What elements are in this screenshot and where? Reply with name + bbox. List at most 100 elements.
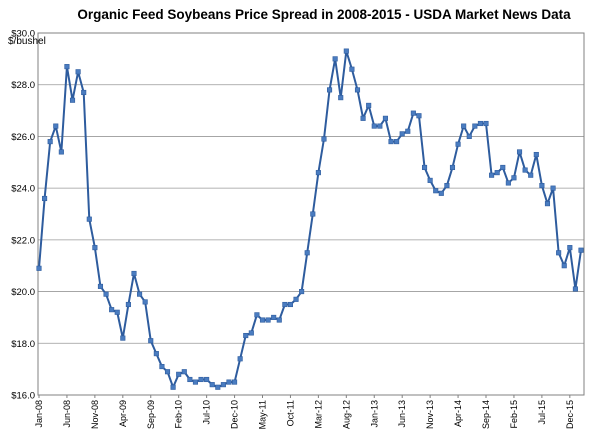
data-point: [53, 123, 59, 129]
data-point: [377, 123, 383, 129]
data-point: [338, 95, 344, 101]
data-point: [58, 149, 64, 155]
data-point: [556, 250, 562, 256]
data-point: [299, 289, 305, 295]
x-tick-label: Sep-09: [146, 400, 156, 429]
data-point: [321, 136, 327, 142]
data-point: [516, 149, 523, 155]
y-axis-unit-label: $/bushel: [8, 36, 46, 47]
data-point: [522, 167, 528, 173]
y-axis-tick-labels: $16.0 $18.0 $20.0 $22.0 $24.0 $26.0 $28.0 $30.0: [11, 29, 35, 402]
data-point: [226, 379, 232, 385]
data-point: [204, 376, 210, 383]
x-tick-label: Feb-15: [509, 400, 519, 429]
data-point: [343, 48, 349, 54]
x-tick-label: Oct-11: [285, 400, 295, 426]
data-point: [148, 338, 154, 344]
data-point: [36, 265, 42, 271]
x-tick-label: Feb-10: [174, 400, 184, 429]
y-tick-label: $20.0: [11, 287, 35, 298]
x-tick-label: Jul-10: [202, 400, 212, 425]
data-point: [410, 110, 416, 116]
y-tick-label: $26.0: [11, 132, 35, 143]
data-point: [360, 115, 366, 121]
data-point: [578, 247, 584, 253]
data-point: [539, 183, 545, 189]
x-tick-label: Apr-14: [453, 400, 463, 427]
chart-title: Organic Feed Soybeans Price Spread in 20…: [77, 7, 571, 22]
data-point: [248, 330, 254, 336]
data-point: [42, 195, 48, 202]
x-tick-label: Dec-15: [565, 400, 575, 429]
data-point: [466, 133, 472, 139]
data-point: [399, 131, 405, 137]
x-axis-tick-labels: Jan-08 Jun-08 Nov-08 Apr-09 Sep-09 Feb-10 Jul-…: [34, 395, 575, 429]
data-point: [103, 291, 109, 297]
data-point: [567, 245, 573, 251]
data-point: [192, 379, 199, 385]
data-point: [511, 175, 517, 181]
data-point: [276, 317, 282, 323]
x-tick-label: May-11: [258, 400, 268, 429]
series-line: [38, 50, 582, 389]
data-point: [332, 56, 338, 62]
data-point: [472, 123, 478, 129]
data-point: [164, 369, 171, 375]
data-point: [209, 382, 215, 388]
data-point: [170, 384, 176, 390]
data-point: [232, 379, 238, 385]
data-point: [489, 172, 495, 178]
data-point: [159, 364, 165, 370]
y-tick-label: $30.0: [11, 29, 35, 40]
data-point: [243, 332, 249, 339]
data-point: [528, 172, 534, 178]
data-point: [500, 164, 506, 171]
data-point: [394, 139, 400, 145]
data-point: [120, 335, 126, 341]
data-point: [215, 384, 221, 390]
data-point: [421, 164, 428, 171]
x-tick-label: Nov-08: [90, 400, 100, 429]
data-point: [444, 183, 450, 189]
data-point: [433, 188, 439, 194]
data-point: [438, 190, 444, 196]
x-tick-label: Jun-13: [397, 400, 407, 428]
data-point: [109, 307, 115, 313]
data-point: [304, 250, 310, 256]
data-point: [461, 123, 467, 129]
x-tick-label: Aug-12: [341, 400, 351, 429]
data-point: [505, 180, 511, 186]
x-tick-label: Jan-13: [369, 400, 379, 428]
data-point: [315, 170, 321, 176]
data-point: [572, 286, 578, 292]
data-point: [533, 151, 539, 158]
data-point: [354, 87, 361, 93]
data-point: [153, 351, 159, 357]
data-point: [550, 185, 556, 191]
y-tick-label: $16.0: [11, 391, 35, 402]
data-point: [187, 376, 193, 383]
data-point: [561, 263, 567, 269]
data-point: [259, 317, 266, 323]
data-point: [198, 376, 204, 383]
data-point: [427, 177, 433, 183]
data-point: [477, 120, 483, 127]
data-point: [86, 216, 92, 222]
data-point: [366, 102, 372, 108]
data-point-markers: [36, 48, 584, 390]
data-point: [449, 164, 456, 171]
data-point: [349, 66, 355, 72]
data-point: [142, 299, 148, 305]
data-point: [181, 369, 187, 375]
data-point: [81, 89, 87, 96]
data-point: [310, 211, 316, 217]
data-point: [371, 123, 377, 129]
data-point: [405, 128, 411, 134]
data-point: [388, 139, 394, 145]
data-point: [382, 115, 388, 121]
y-tick-label: $24.0: [11, 184, 35, 195]
data-point: [131, 270, 137, 277]
x-tick-label: Jun-08: [62, 400, 72, 428]
